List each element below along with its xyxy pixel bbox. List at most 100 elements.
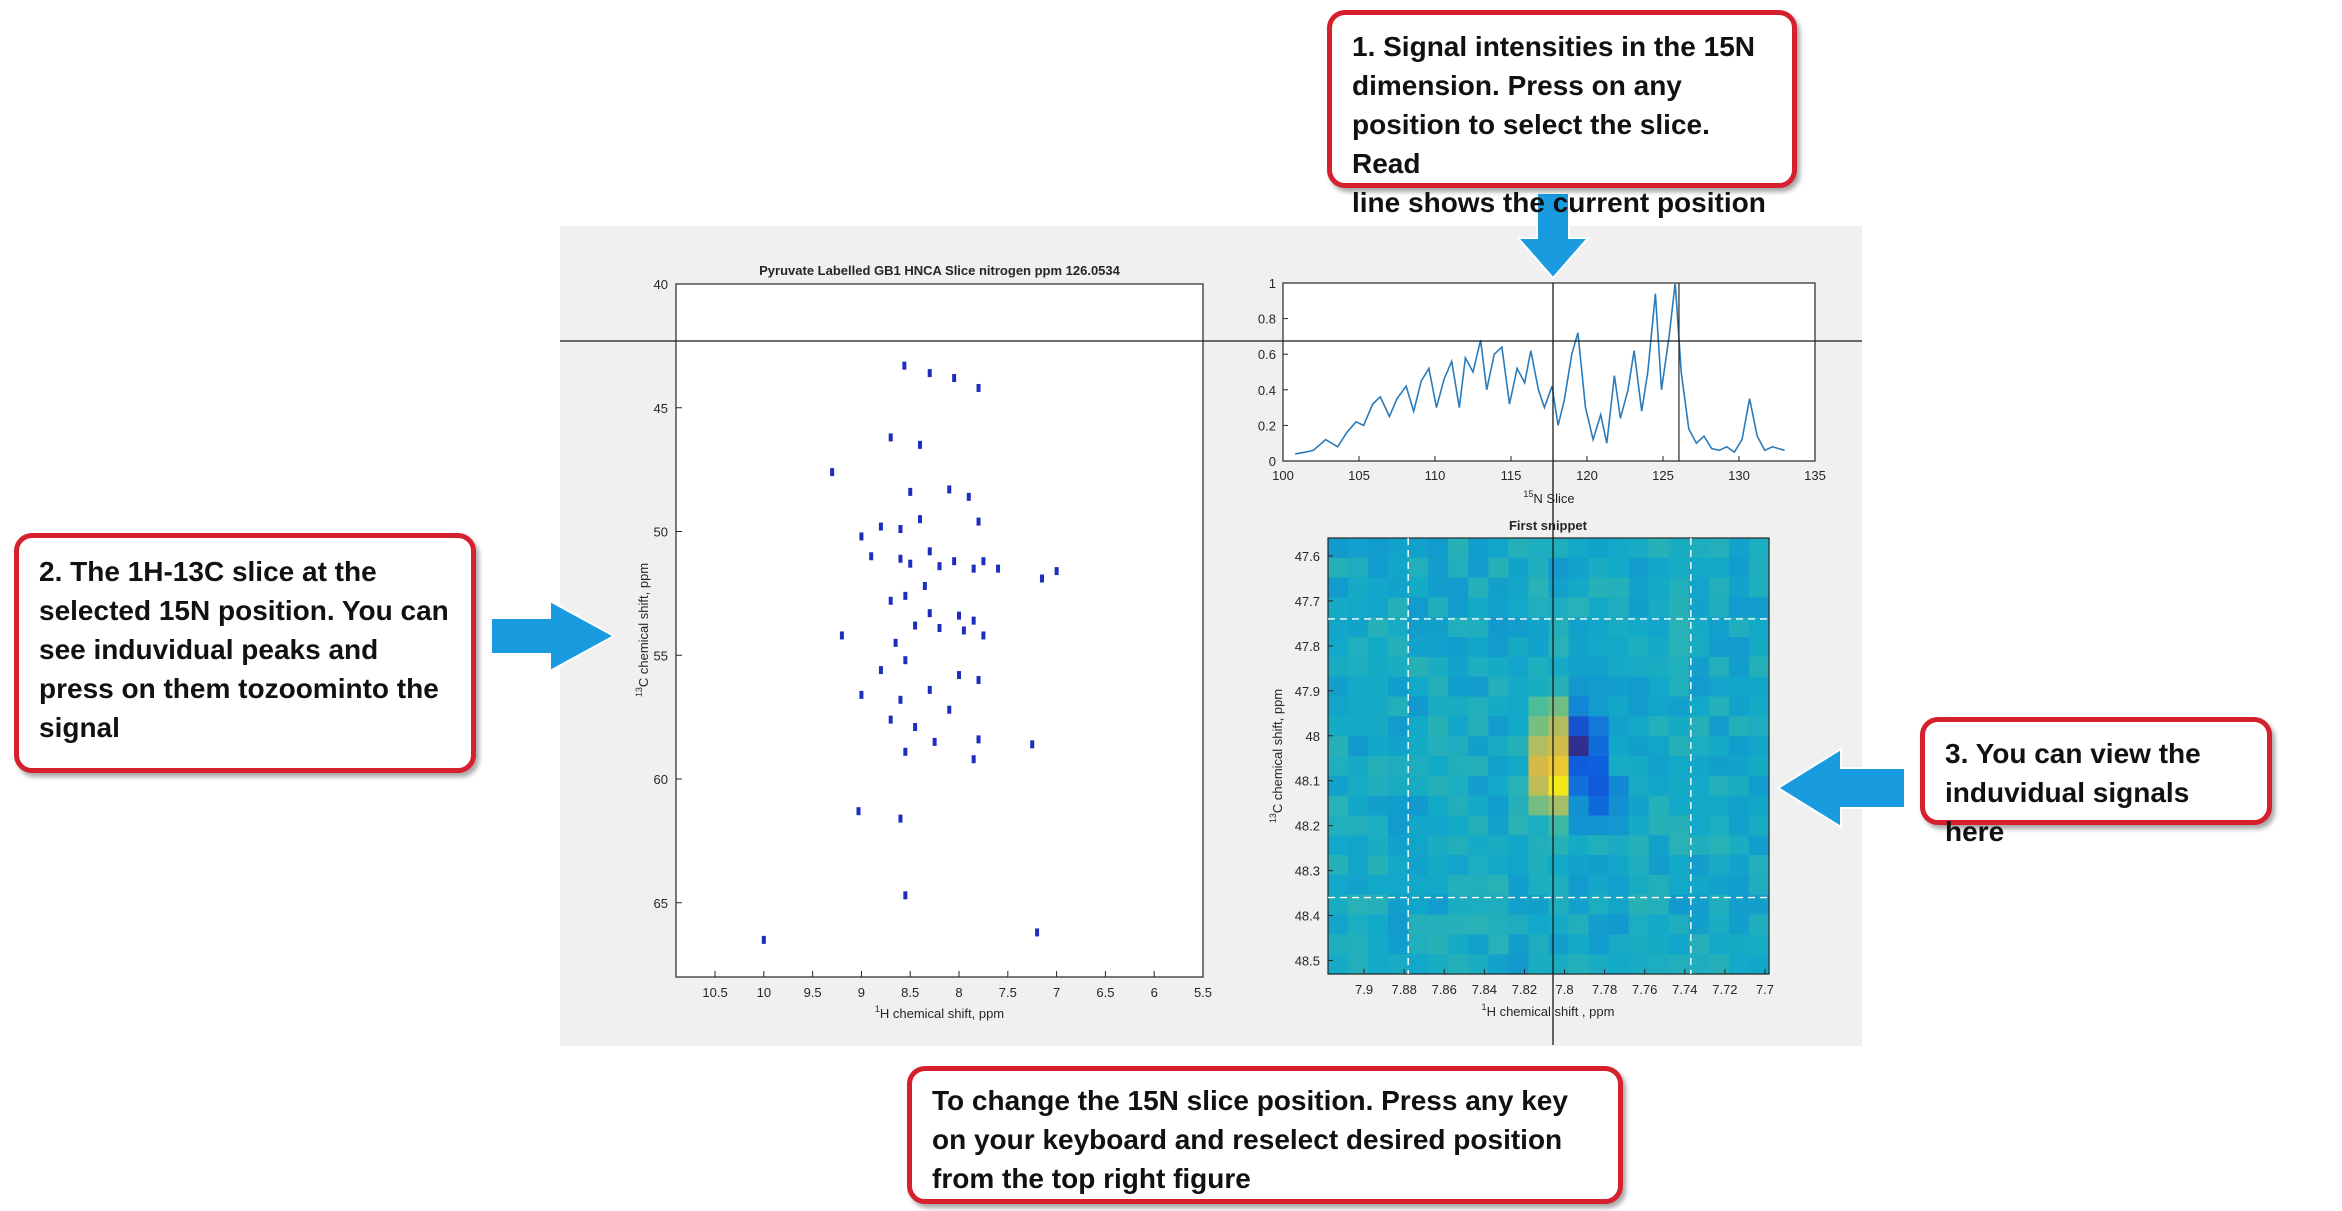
heatmap-cell[interactable] xyxy=(1508,855,1530,876)
heatmap-cell[interactable] xyxy=(1388,716,1409,737)
heatmap-cell[interactable] xyxy=(1348,756,1369,777)
heatmap-cell[interactable] xyxy=(1568,874,1590,896)
heatmap-cell[interactable] xyxy=(1748,716,1770,737)
heatmap-cell[interactable] xyxy=(1488,815,1510,836)
heatmap-cell[interactable] xyxy=(1708,538,1730,559)
heatmap-cell[interactable] xyxy=(1668,874,1690,896)
heatmap-cell[interactable] xyxy=(1708,756,1730,777)
heatmap-cell[interactable] xyxy=(1488,736,1510,757)
heatmap-cell[interactable] xyxy=(1748,934,1770,955)
heatmap-cell[interactable] xyxy=(1668,894,1690,916)
heatmap-cell[interactable] xyxy=(1448,815,1469,836)
heatmap-cell[interactable] xyxy=(1528,914,1550,935)
peak-marker[interactable] xyxy=(976,517,981,526)
heatmap-cell[interactable] xyxy=(1428,676,1449,698)
heatmap-cell[interactable] xyxy=(1528,795,1550,817)
heatmap-cell[interactable] xyxy=(1748,874,1770,896)
snippet-heatmap-plot[interactable]: First snippet 7.9 7.88 7.86 7.84 7.82 7.8 7.78… xyxy=(1268,518,1774,1019)
heatmap-cell[interactable] xyxy=(1468,835,1489,856)
heatmap-cell[interactable] xyxy=(1408,874,1429,896)
heatmap-cell[interactable] xyxy=(1568,617,1590,638)
heatmap-cell[interactable] xyxy=(1488,617,1510,638)
heatmap-cell[interactable] xyxy=(1548,775,1570,797)
heatmap-cell[interactable] xyxy=(1628,696,1650,717)
peak-marker[interactable] xyxy=(971,564,976,573)
heatmap-cell[interactable] xyxy=(1628,894,1650,916)
heatmap-cell[interactable] xyxy=(1508,874,1530,896)
peak-marker[interactable] xyxy=(976,383,981,392)
peak-marker[interactable] xyxy=(981,557,986,566)
heatmap-cell[interactable] xyxy=(1548,874,1570,896)
heatmap-cell[interactable] xyxy=(1588,914,1610,935)
heatmap-cell[interactable] xyxy=(1668,557,1690,579)
heatmap-cell[interactable] xyxy=(1748,855,1770,876)
heatmap-cell[interactable] xyxy=(1728,617,1750,638)
heatmap-cell[interactable] xyxy=(1608,736,1630,757)
heatmap-cell[interactable] xyxy=(1728,775,1750,797)
heatmap-cell[interactable] xyxy=(1648,676,1670,698)
heatmap-cell[interactable] xyxy=(1568,795,1590,817)
heatmap-cell[interactable] xyxy=(1568,538,1590,559)
heatmap-cell[interactable] xyxy=(1568,815,1590,836)
heatmap-cell[interactable] xyxy=(1588,795,1610,817)
heatmap-cell[interactable] xyxy=(1688,676,1710,698)
heatmap-cell[interactable] xyxy=(1648,934,1670,955)
heatmap-cell[interactable] xyxy=(1608,597,1630,618)
heatmap-cell[interactable] xyxy=(1748,696,1770,717)
heatmap-cell[interactable] xyxy=(1588,736,1610,757)
heatmap-cell[interactable] xyxy=(1628,835,1650,856)
heatmap-cell[interactable] xyxy=(1448,676,1469,698)
heatmap-cell[interactable] xyxy=(1588,855,1610,876)
heatmap-cell[interactable] xyxy=(1388,795,1409,817)
heatmap-cell[interactable] xyxy=(1648,855,1670,876)
heatmap-cell[interactable] xyxy=(1328,855,1349,876)
heatmap-cell[interactable] xyxy=(1728,716,1750,737)
heatmap-cell[interactable] xyxy=(1668,954,1690,975)
heatmap-cell[interactable] xyxy=(1548,914,1570,935)
heatmap-cell[interactable] xyxy=(1548,557,1570,579)
heatmap-cell[interactable] xyxy=(1708,577,1730,599)
heatmap-cell[interactable] xyxy=(1668,577,1690,599)
heatmap-cell[interactable] xyxy=(1348,617,1369,638)
heatmap-cell[interactable] xyxy=(1608,934,1630,955)
heatmap-cell[interactable] xyxy=(1368,676,1389,698)
heatmap-cell[interactable] xyxy=(1328,597,1349,618)
heatmap-cell[interactable] xyxy=(1488,538,1510,559)
peak-marker[interactable] xyxy=(856,807,861,816)
heatmap-cell[interactable] xyxy=(1528,617,1550,638)
peak-marker[interactable] xyxy=(908,487,913,496)
heatmap-cell[interactable] xyxy=(1688,656,1710,678)
heatmap-cell[interactable] xyxy=(1328,656,1349,678)
heatmap-cell[interactable] xyxy=(1368,656,1389,678)
heatmap-cell[interactable] xyxy=(1588,756,1610,777)
heatmap-cell[interactable] xyxy=(1648,716,1670,737)
heatmap-cell[interactable] xyxy=(1408,815,1429,836)
heatmap-cell[interactable] xyxy=(1508,775,1530,797)
heatmap-cell[interactable] xyxy=(1728,795,1750,817)
heatmap-cell[interactable] xyxy=(1508,716,1530,737)
heatmap-cell[interactable] xyxy=(1348,716,1369,737)
peak-marker[interactable] xyxy=(913,723,918,732)
heatmap-cell[interactable] xyxy=(1468,855,1489,876)
heatmap-cell[interactable] xyxy=(1668,756,1690,777)
peak-marker[interactable] xyxy=(971,755,976,764)
heatmap-cell[interactable] xyxy=(1668,716,1690,737)
heatmap-cell[interactable] xyxy=(1688,577,1710,599)
heatmap-cell[interactable] xyxy=(1388,756,1409,777)
heatmap-cell[interactable] xyxy=(1528,597,1550,618)
heatmap-cell[interactable] xyxy=(1348,656,1369,678)
peak-marker[interactable] xyxy=(976,676,981,684)
heatmap-cell[interactable] xyxy=(1728,557,1750,579)
heatmap-cell[interactable] xyxy=(1468,874,1489,896)
heatmap-cell[interactable] xyxy=(1368,577,1389,599)
heatmap-cell[interactable] xyxy=(1628,557,1650,579)
heatmap-cell[interactable] xyxy=(1428,954,1449,975)
heatmap-cell[interactable] xyxy=(1628,954,1650,975)
heatmap-cell[interactable] xyxy=(1448,538,1469,559)
heatmap-cell[interactable] xyxy=(1628,716,1650,737)
peak-marker[interactable] xyxy=(932,737,937,746)
heatmap-cell[interactable] xyxy=(1368,696,1389,717)
heatmap-cell[interactable] xyxy=(1408,597,1429,618)
heatmap-cell[interactable] xyxy=(1388,835,1409,856)
heatmap-cell[interactable] xyxy=(1528,577,1550,599)
